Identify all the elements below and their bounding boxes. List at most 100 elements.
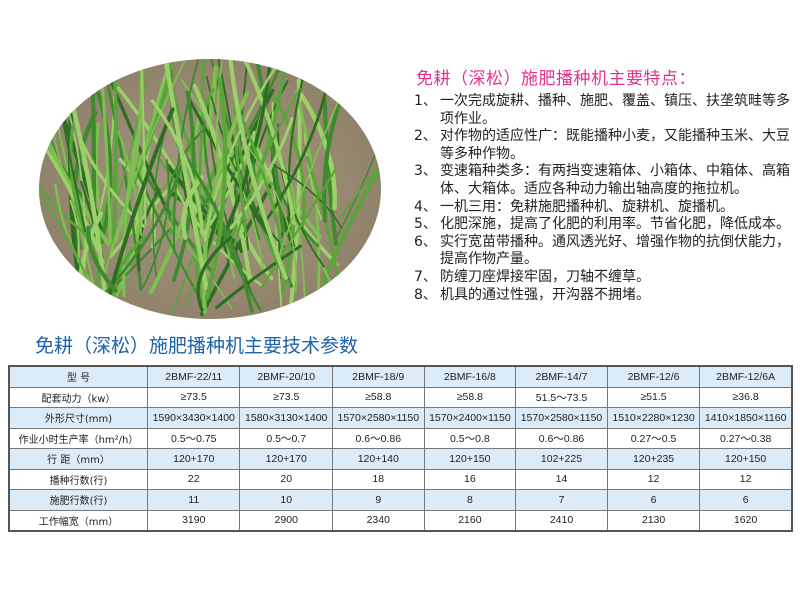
grass-blade — [163, 59, 209, 290]
spec-value-cell: 2340 — [331, 509, 425, 532]
spec-value-cell: 102+225 — [515, 448, 608, 470]
grass-blade — [263, 75, 331, 225]
spec-value-cell: 1590×3430×1400 — [146, 407, 241, 429]
grass-blade — [192, 83, 253, 283]
spec-row: 施肥行数(行) 11 10 9 8 7 6 6 — [8, 489, 793, 511]
grass-blade — [187, 97, 276, 245]
spec-value-cell: ≥73.5 — [146, 386, 241, 408]
features-section: 免耕（深松）施肥播种机主要特点： 1、 一次完成旋耕、播种、施肥、覆盖、镇压、扶垄… — [414, 64, 796, 304]
spec-value-cell: 12 — [699, 468, 793, 490]
spec-table: 型 号 2BMF-22/11 2BMF-20/10 2BMF-18/9 2BMF-16/… — [8, 365, 793, 532]
spec-row: 行 距（mm） 120+170 120+170 120+140 120+150 102+2… — [8, 448, 793, 470]
feature-item: 3、 变速箱种类多：有两挡变速箱体、小箱体、中箱体、高箱体、大箱体。适应各种动力输… — [414, 163, 796, 198]
grass-blade — [39, 104, 105, 265]
spec-value-cell: 14 — [515, 468, 608, 490]
grass-blade — [199, 181, 274, 317]
feature-number: 7、 — [414, 268, 437, 285]
feature-text: 一机三用：免耕施肥播种机、旋耕机、旋播机。 — [440, 198, 734, 215]
spec-value-cell: 10 — [239, 489, 333, 511]
grass-blade — [111, 222, 177, 290]
spec-value-cell: 2410 — [515, 509, 608, 532]
spec-row: 外形尺寸(mm) 1590×3430×1400 1580×3130×1400 1570… — [8, 407, 793, 429]
spec-row: 工作幅宽（mm） 3190 2900 2340 2160 2410 2130 1620 — [8, 509, 793, 532]
grass-blade — [121, 133, 139, 298]
spec-value-cell: 0.27～0.38 — [699, 427, 793, 449]
feature-text: 化肥深施，提高了化肥的利用率。节省化肥，降低成本。 — [440, 216, 790, 233]
grass-blade — [333, 67, 381, 243]
spec-value-cell: 0.6～0.86 — [515, 427, 608, 449]
spec-row: 播种行数(行) 22 20 18 16 14 12 12 — [8, 468, 793, 490]
grass-blade — [117, 130, 143, 237]
spec-row-label: 配套动力（kw） — [8, 386, 148, 408]
spec-value-cell: 120+150 — [699, 448, 793, 470]
spec-row-label: 行 距（mm） — [8, 448, 148, 470]
spec-value-cell: 7 — [515, 489, 608, 511]
grass-blade — [86, 59, 169, 213]
grass-blade — [180, 78, 265, 275]
feature-number: 1、 — [414, 93, 437, 109]
spec-value-cell: 0.27～0.5 — [606, 427, 701, 449]
grass-blade — [141, 159, 170, 289]
grass-blade — [246, 145, 298, 294]
grass-blade — [198, 59, 261, 240]
grass-blade — [253, 59, 286, 233]
spec-row-label: 工作幅宽（mm） — [8, 509, 148, 532]
spec-value-cell: 1510×2280×1230 — [606, 407, 701, 429]
grass-blade — [86, 225, 118, 293]
grass-blade — [176, 142, 254, 313]
spec-value-cell: 8 — [423, 489, 517, 511]
spec-row-label: 施肥行数(行) — [8, 489, 148, 511]
spec-value-cell: 2130 — [606, 509, 701, 532]
spec-value-cell: 1410×1850×1160 — [699, 407, 793, 429]
spec-value-cell: 12 — [606, 468, 701, 490]
features-title: 免耕（深松）施肥播种机主要特点： — [416, 69, 696, 89]
feature-number: 6、 — [414, 233, 437, 250]
feature-text: 对作物的适应性广：既能播种小麦，又能播种玉米、大豆等多种作物。 — [440, 128, 790, 162]
spec-value-cell: 120+170 — [146, 448, 241, 470]
grass-blade — [227, 59, 289, 280]
grass-blade — [287, 59, 321, 240]
spec-value-cell: ≥36.8 — [699, 386, 793, 408]
spec-value-cell: 0.5～0.8 — [423, 427, 517, 449]
grass-blade — [234, 145, 248, 238]
spec-value-cell: 120+140 — [331, 448, 425, 470]
spec-row: 作业小时生产率（hm²/h） 0.5～0.75 0.5～0.7 0.6～0.86 0.5… — [8, 427, 793, 449]
spec-value-cell: 18 — [331, 468, 425, 490]
feature-text: 实行宽苗带播种。通风透光好、增强作物的抗倒伏能力，提高作物产量。 — [440, 233, 790, 268]
spec-value-cell: 1570×2580×1150 — [515, 407, 608, 429]
feature-number: 3、 — [414, 163, 437, 180]
grass-blade — [203, 59, 288, 242]
spec-value-cell: 0.5～0.75 — [146, 427, 241, 449]
grass-blade — [140, 59, 147, 226]
grass-blade — [96, 59, 112, 244]
model-name-cell: 2BMF-14/7 — [515, 365, 608, 388]
spec-row-label: 型 号 — [8, 365, 148, 388]
feature-item: 6、 实行宽苗带播种。通风透光好、增强作物的抗倒伏能力，提高作物产量。 — [414, 234, 796, 269]
spec-value-cell: 0.5～0.7 — [239, 427, 333, 449]
spec-title: 免耕（深松）施肥播种机主要技术参数 — [35, 335, 359, 357]
spec-row: 配套动力（kw） ≥73.5 ≥73.5 ≥58.8 ≥58.8 51.5～73.5 ≥51… — [8, 386, 793, 408]
spec-row-label: 播种行数(行) — [8, 468, 148, 490]
spec-value-cell: 22 — [146, 468, 241, 490]
spec-value-cell: 0.6～0.86 — [331, 427, 425, 449]
features-list: 1、 一次完成旋耕、播种、施肥、覆盖、镇压、扶垄筑畦等多项作业。 2、 对作物的适应… — [414, 93, 796, 304]
grass-blade — [322, 97, 338, 246]
spec-value-cell: 120+150 — [423, 448, 517, 470]
spec-value-cell: 20 — [239, 468, 333, 490]
feature-item: 1、 一次完成旋耕、播种、施肥、覆盖、镇压、扶垄筑畦等多项作业。 — [414, 93, 796, 128]
spec-value-cell: 1580×3130×1400 — [239, 407, 333, 429]
grass-blade — [272, 164, 342, 229]
grass-blade — [286, 166, 306, 314]
model-name-cell: 2BMF-16/8 — [423, 365, 517, 388]
grass-blade — [260, 166, 338, 289]
spec-value-cell: 1620 — [699, 509, 793, 532]
grass-blade — [152, 132, 166, 277]
spec-value-cell: 1570×2400×1150 — [423, 407, 517, 429]
grass-blade — [69, 200, 80, 263]
feature-text: 机具的通过性强，开沟器不拥堵。 — [440, 286, 650, 303]
model-name-cell: 2BMF-12/6 — [606, 365, 701, 388]
model-name-cell: 2BMF-22/11 — [146, 365, 241, 388]
feature-item: 4、 一机三用：免耕施肥播种机、旋耕机、旋播机。 — [414, 199, 796, 217]
grass-blade — [223, 59, 296, 225]
spec-row-label: 作业小时生产率（hm²/h） — [8, 427, 148, 449]
